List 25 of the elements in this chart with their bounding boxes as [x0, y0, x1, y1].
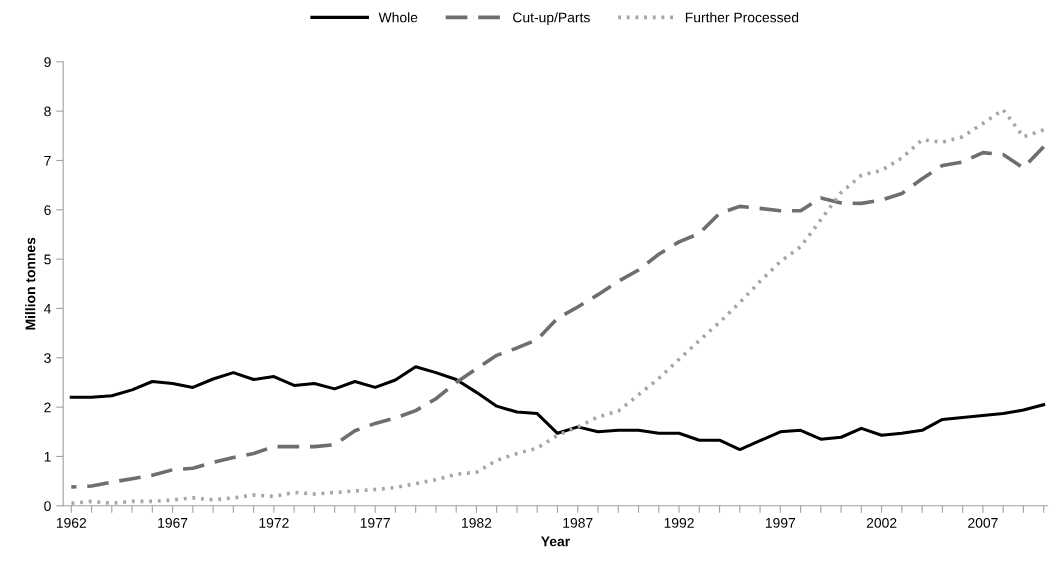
y-tick-label: 6	[44, 205, 51, 215]
y-tick-label: 2	[44, 402, 51, 413]
x-tick-label: 1987	[563, 517, 593, 528]
y-tick-label: 4	[43, 303, 51, 314]
x-tick-label: 1972	[259, 517, 289, 528]
x-tick-label: 1977	[360, 517, 390, 528]
x-tick-label: 1967	[158, 517, 188, 528]
x-tick-label: 1997	[765, 517, 796, 528]
y-tick-label: 5	[44, 254, 51, 265]
x-tick-label: 2007	[968, 517, 998, 528]
legend-label: Cut-up/Parts	[513, 12, 590, 26]
y-tick-label: 3	[44, 353, 51, 363]
y-tick-label: 7	[44, 155, 51, 166]
y-tick-label: 9	[44, 57, 51, 67]
legend-label: Further Processed	[685, 12, 799, 23]
x-axis-title: Year	[541, 536, 570, 547]
y-tick-label: 0	[44, 501, 51, 511]
y-tick-label: 1	[44, 451, 51, 462]
x-tick-label: 1962	[56, 517, 87, 528]
y-axis-title: Million tonnes	[25, 237, 36, 330]
y-tick-label: 8	[44, 106, 51, 117]
x-tick-label: 2002	[866, 517, 897, 528]
x-tick-label: 1982	[462, 517, 492, 528]
legend-label: Whole	[378, 12, 418, 23]
x-tick-label: 1992	[664, 517, 694, 528]
